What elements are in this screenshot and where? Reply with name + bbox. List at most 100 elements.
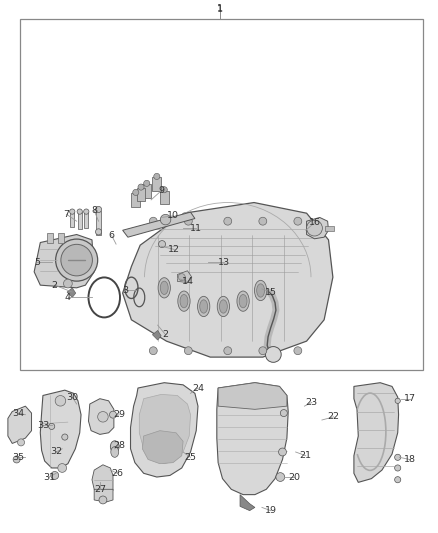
Text: 30: 30 xyxy=(66,393,78,401)
Circle shape xyxy=(18,439,25,446)
Circle shape xyxy=(49,423,55,430)
Circle shape xyxy=(259,217,267,225)
Text: 3: 3 xyxy=(122,286,128,295)
Circle shape xyxy=(70,209,75,214)
Circle shape xyxy=(161,187,167,193)
Circle shape xyxy=(133,189,139,196)
Bar xyxy=(70,212,74,227)
Text: 15: 15 xyxy=(265,288,277,296)
Circle shape xyxy=(55,395,66,406)
Text: 18: 18 xyxy=(403,455,416,464)
Text: 32: 32 xyxy=(50,448,62,456)
Text: 2: 2 xyxy=(162,330,169,339)
Circle shape xyxy=(138,184,144,190)
Bar xyxy=(325,226,334,231)
Circle shape xyxy=(395,398,400,403)
Polygon shape xyxy=(240,495,255,511)
Circle shape xyxy=(51,472,59,479)
Circle shape xyxy=(159,240,166,248)
Polygon shape xyxy=(142,431,183,464)
Text: 8: 8 xyxy=(91,206,97,215)
Circle shape xyxy=(280,409,287,417)
Circle shape xyxy=(84,209,89,214)
Text: 22: 22 xyxy=(328,413,340,421)
Bar xyxy=(84,212,88,228)
Ellipse shape xyxy=(110,441,119,453)
Circle shape xyxy=(13,456,20,463)
Ellipse shape xyxy=(178,291,190,311)
Text: 20: 20 xyxy=(288,473,300,481)
Ellipse shape xyxy=(237,291,249,311)
Polygon shape xyxy=(34,235,94,288)
Circle shape xyxy=(62,434,68,440)
Circle shape xyxy=(294,217,302,225)
Ellipse shape xyxy=(219,300,227,313)
Circle shape xyxy=(265,346,281,362)
Polygon shape xyxy=(88,399,114,434)
Ellipse shape xyxy=(257,284,265,297)
Circle shape xyxy=(64,279,72,288)
Ellipse shape xyxy=(254,280,267,301)
Polygon shape xyxy=(92,465,113,495)
Circle shape xyxy=(184,347,192,354)
Circle shape xyxy=(224,347,232,354)
Text: 27: 27 xyxy=(94,485,106,494)
Ellipse shape xyxy=(111,447,119,457)
Text: 31: 31 xyxy=(43,473,55,481)
Circle shape xyxy=(294,347,302,354)
Polygon shape xyxy=(94,489,113,502)
Polygon shape xyxy=(67,288,76,297)
Text: 34: 34 xyxy=(12,409,25,417)
Text: 29: 29 xyxy=(113,410,125,419)
Ellipse shape xyxy=(239,294,247,308)
Circle shape xyxy=(395,477,401,483)
Text: 26: 26 xyxy=(111,469,124,478)
Polygon shape xyxy=(152,330,161,340)
Text: 16: 16 xyxy=(308,219,321,227)
Circle shape xyxy=(395,454,401,461)
Bar xyxy=(137,188,145,201)
Polygon shape xyxy=(123,203,333,357)
Text: 24: 24 xyxy=(192,384,204,392)
Circle shape xyxy=(58,464,67,472)
Circle shape xyxy=(307,220,322,236)
Ellipse shape xyxy=(217,296,230,317)
Circle shape xyxy=(154,173,160,180)
Circle shape xyxy=(61,244,92,276)
Text: 2: 2 xyxy=(52,281,58,289)
Circle shape xyxy=(178,273,185,281)
Polygon shape xyxy=(177,271,192,282)
Text: 5: 5 xyxy=(34,258,40,266)
Text: 33: 33 xyxy=(37,421,49,430)
Polygon shape xyxy=(8,406,32,443)
Bar xyxy=(78,212,82,229)
Bar xyxy=(47,233,53,243)
Circle shape xyxy=(56,239,98,281)
Text: 23: 23 xyxy=(306,398,318,407)
Polygon shape xyxy=(123,212,195,237)
Text: 6: 6 xyxy=(109,231,115,240)
Polygon shape xyxy=(354,383,399,482)
Bar xyxy=(131,193,140,207)
Polygon shape xyxy=(218,383,287,409)
Bar xyxy=(142,184,151,198)
Bar xyxy=(96,211,101,235)
Circle shape xyxy=(149,217,157,225)
Polygon shape xyxy=(139,394,191,464)
Text: 9: 9 xyxy=(158,187,164,195)
Bar xyxy=(20,19,423,370)
Text: 12: 12 xyxy=(168,245,180,254)
Text: 21: 21 xyxy=(300,451,312,460)
Text: 11: 11 xyxy=(190,224,202,232)
Polygon shape xyxy=(307,217,328,239)
Circle shape xyxy=(160,214,171,225)
Ellipse shape xyxy=(198,296,210,317)
Ellipse shape xyxy=(180,294,188,308)
Circle shape xyxy=(144,180,150,187)
Polygon shape xyxy=(131,383,198,477)
Text: 17: 17 xyxy=(403,394,416,403)
Bar xyxy=(58,233,64,243)
Circle shape xyxy=(110,411,117,418)
Ellipse shape xyxy=(160,281,168,294)
Text: 13: 13 xyxy=(218,258,230,266)
